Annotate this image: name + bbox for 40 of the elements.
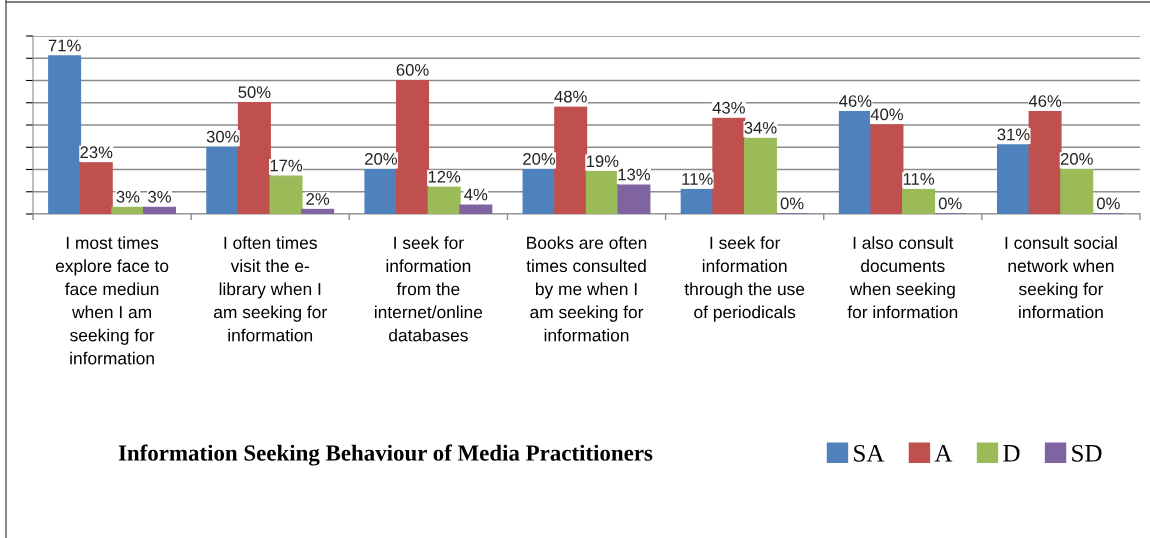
data-label: 30% (206, 130, 239, 143)
x-tick-label: I also consult documents when seeking for information (847, 236, 958, 319)
data-label: 46% (1028, 95, 1062, 107)
data-label: 43% (712, 101, 745, 114)
data-label: 17% (270, 159, 303, 172)
data-label: 0% (1096, 197, 1120, 210)
x-tick-label: I seek for information through the use of periodicals (684, 236, 805, 322)
data-label: 50% (238, 86, 271, 99)
data-label: 12% (428, 170, 461, 183)
legend-label: A (934, 444, 953, 462)
data-label: 11% (903, 173, 935, 185)
legend-label: D (1003, 445, 1020, 462)
data-label: 19% (586, 155, 619, 168)
legend-label: SD (1072, 444, 1102, 462)
x-tick-label: I consult social network when seeking for information (1005, 236, 1117, 319)
data-label: 13% (618, 168, 651, 181)
x-tick-label: I often times visit the e- library when I am seeking for information (214, 236, 327, 342)
data-label: 20% (523, 153, 556, 165)
data-label: 60% (396, 64, 429, 76)
data-label: 40% (870, 108, 904, 121)
data-label: 4% (464, 188, 488, 201)
data-label: 34% (744, 121, 777, 134)
data-label: 71% (48, 39, 81, 52)
data-label: 48% (554, 90, 587, 103)
data-label: 0% (938, 197, 962, 210)
data-label: 11% (682, 173, 713, 185)
data-label: 3% (148, 190, 171, 203)
data-label: 2% (306, 193, 330, 205)
x-tick-label: I most times explore face to face mediun when I am seeking for information (55, 236, 169, 365)
data-label: 20% (1060, 153, 1093, 165)
legend-label: SA (854, 444, 885, 462)
data-label: 3% (116, 190, 140, 203)
data-label: 46% (839, 95, 872, 107)
x-tick-label: I seek for information from the internet/online databases (374, 236, 483, 342)
data-label: 31% (997, 128, 1030, 141)
x-tick-label: Books are often times consulted by me when I am seeking for information (526, 236, 647, 342)
data-label: 20% (365, 153, 397, 165)
data-label: 23% (80, 146, 113, 159)
data-label: 0% (780, 197, 804, 210)
text: Information Seeking Behaviour of Media Practitioners (118, 444, 653, 466)
